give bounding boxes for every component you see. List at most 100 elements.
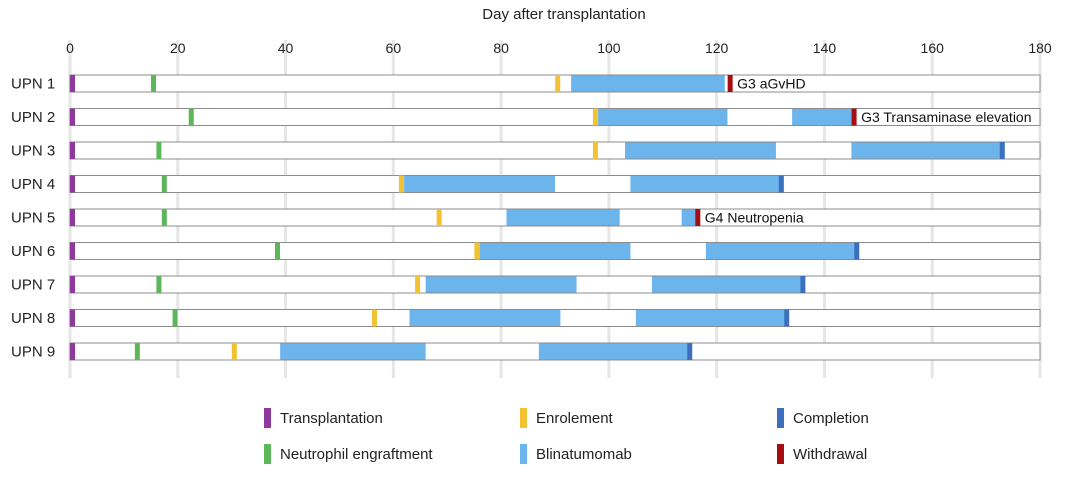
x-tick-label-60: 60 xyxy=(386,40,402,56)
legend-swatch xyxy=(264,408,271,428)
row-label: UPN 8 xyxy=(11,310,55,327)
axis-title: Day after transplantation xyxy=(482,6,645,23)
legend-label: Blinatumomab xyxy=(536,446,632,463)
legend-item-completion: Completion xyxy=(777,408,869,428)
completion-marker xyxy=(999,142,1005,159)
row-upn-1: UPN 1 G3 aGvHD xyxy=(11,74,1041,93)
engraftment-marker xyxy=(134,343,140,360)
row-label: UPN 1 xyxy=(11,76,55,93)
blinatumomab-bar-2 xyxy=(681,209,698,226)
legend-label: Withdrawal xyxy=(793,446,867,463)
withdrawal-marker xyxy=(851,108,857,126)
legend-swatch xyxy=(264,444,271,464)
blinatumomab-bar-1 xyxy=(598,109,728,125)
x-tick-label-40: 40 xyxy=(278,40,294,56)
enrolment-marker xyxy=(474,242,480,260)
blinatumomab-bar-1 xyxy=(625,142,776,159)
blinatumomab-bar-1 xyxy=(280,343,426,360)
row-label: UPN 4 xyxy=(11,176,55,193)
x-tick-label-160: 160 xyxy=(921,40,945,56)
enrolment-marker xyxy=(555,75,561,92)
transplantation-marker xyxy=(70,142,75,159)
row-upn-9: UPN 9 xyxy=(11,342,1041,361)
legend-label: Completion xyxy=(793,410,869,427)
row-label: UPN 6 xyxy=(11,243,55,260)
x-tick-label-180: 180 xyxy=(1028,40,1052,56)
adverse-event-annotation: G3 Transaminase elevation xyxy=(861,109,1031,125)
transplantation-marker xyxy=(70,108,75,126)
row-track xyxy=(69,74,1041,93)
transplantation-marker xyxy=(70,209,75,226)
row-upn-6: UPN 6 xyxy=(11,242,1041,260)
legend-item-neutrophil-engraftment: Neutrophil engraftment xyxy=(264,444,433,464)
blinatumomab-bar-2 xyxy=(538,343,690,360)
blinatumomab-bar-2 xyxy=(705,243,857,259)
row-upn-5: UPN 5 G4 Neutropenia xyxy=(11,208,1041,227)
completion-marker xyxy=(778,175,784,193)
enrolment-marker xyxy=(415,276,421,293)
blinatumomab-bar-1 xyxy=(506,209,620,226)
legend: Transplantation Enrolement Completion Neutr… xyxy=(264,408,869,464)
blinatumomab-bar-2 xyxy=(652,276,803,293)
x-tick-label-80: 80 xyxy=(493,40,509,56)
blinatumomab-bar-2 xyxy=(635,310,787,326)
withdrawal-marker xyxy=(695,209,701,226)
withdrawal-marker xyxy=(727,75,733,92)
row-upn-7: UPN 7 xyxy=(11,275,1041,294)
legend-label: Transplantation xyxy=(280,410,383,427)
blinatumomab-bar-1 xyxy=(409,310,561,326)
blinatumomab-bar-2 xyxy=(792,109,855,125)
row-label: UPN 7 xyxy=(11,277,55,294)
transplantation-marker xyxy=(70,175,75,193)
timeline-rows: UPN 1 G3 aGvHD UPN 2 G3 Transaminase elevat… xyxy=(11,74,1041,361)
engraftment-marker xyxy=(161,175,167,193)
legend-label: Neutrophil engraftment xyxy=(280,446,433,463)
enrolment-marker xyxy=(592,108,598,126)
blinatumomab-bar-2 xyxy=(630,176,782,192)
engraftment-marker xyxy=(161,209,167,226)
enrolment-marker xyxy=(371,309,377,327)
transplantation-marker xyxy=(70,75,75,92)
legend-swatch xyxy=(520,408,527,428)
engraftment-marker xyxy=(188,108,194,126)
legend-item-transplantation: Transplantation xyxy=(264,408,383,428)
legend-swatch xyxy=(520,444,527,464)
x-tick-label-0: 0 xyxy=(66,40,74,56)
enrolment-marker xyxy=(436,209,442,226)
completion-marker xyxy=(687,343,693,360)
enrolment-marker xyxy=(231,343,237,360)
completion-marker xyxy=(854,242,860,260)
x-axis-ticks: 0 20 40 60 80 100 120 140 160 180 xyxy=(66,40,1052,56)
legend-item-withdrawal: Withdrawal xyxy=(777,444,867,464)
legend-item-enrolement: Enrolement xyxy=(520,408,614,428)
engraftment-marker xyxy=(156,276,162,293)
enrolment-marker xyxy=(398,175,404,193)
adverse-event-annotation: G4 Neutropenia xyxy=(705,210,804,226)
transplantation-marker xyxy=(70,309,75,327)
row-label: UPN 2 xyxy=(11,109,55,126)
blinatumomab-bar-1 xyxy=(479,243,631,259)
row-upn-2: UPN 2 G3 Transaminase elevation xyxy=(11,108,1041,126)
blinatumomab-bar-1 xyxy=(571,75,725,92)
row-upn-4: UPN 4 xyxy=(11,175,1041,193)
legend-item-blinatumomab: Blinatumomab xyxy=(520,444,632,464)
blinatumomab-bar-1 xyxy=(425,276,577,293)
blinatumomab-bar-1 xyxy=(404,176,555,192)
engraftment-marker xyxy=(151,75,157,92)
engraftment-marker xyxy=(156,142,162,159)
x-tick-label-20: 20 xyxy=(170,40,186,56)
legend-swatch xyxy=(777,408,784,428)
x-tick-label-120: 120 xyxy=(705,40,729,56)
transplantation-marker xyxy=(70,276,75,293)
completion-marker xyxy=(784,309,790,327)
blinatumomab-bar-2 xyxy=(851,142,1003,159)
x-tick-label-140: 140 xyxy=(813,40,837,56)
engraftment-marker xyxy=(274,242,280,260)
legend-label: Enrolement xyxy=(536,410,614,427)
transplantation-marker xyxy=(70,343,75,360)
row-label: UPN 3 xyxy=(11,143,55,160)
engraftment-marker xyxy=(172,309,178,327)
row-upn-8: UPN 8 xyxy=(11,309,1041,327)
transplantation-marker xyxy=(70,242,75,260)
